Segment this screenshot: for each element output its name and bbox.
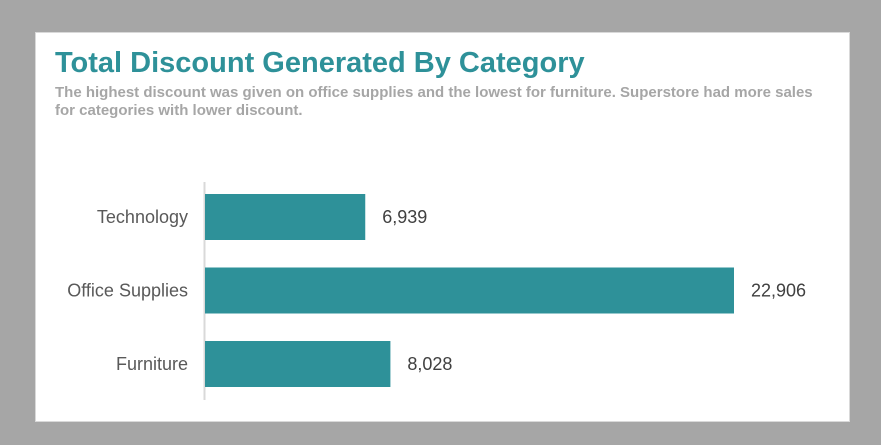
- data-label: 8,028: [407, 354, 452, 374]
- data-label: 6,939: [382, 207, 427, 227]
- chart-title: Total Discount Generated By Category: [55, 47, 585, 79]
- bar-furniture: [205, 341, 391, 387]
- chart-card: Total Discount Generated By Category The…: [35, 32, 850, 422]
- category-label: Technology: [97, 207, 188, 227]
- bar-chart: Technology 6,939 Office Supplies 22,906 Furn…: [67, 182, 806, 400]
- chart-subtitle: The highest discount was given on office…: [55, 84, 813, 119]
- bar-technology: [205, 194, 366, 240]
- bar-office-supplies: [205, 267, 734, 314]
- data-label: 22,906: [751, 281, 806, 301]
- category-label: Office Supplies: [67, 281, 188, 301]
- category-label: Furniture: [116, 354, 188, 374]
